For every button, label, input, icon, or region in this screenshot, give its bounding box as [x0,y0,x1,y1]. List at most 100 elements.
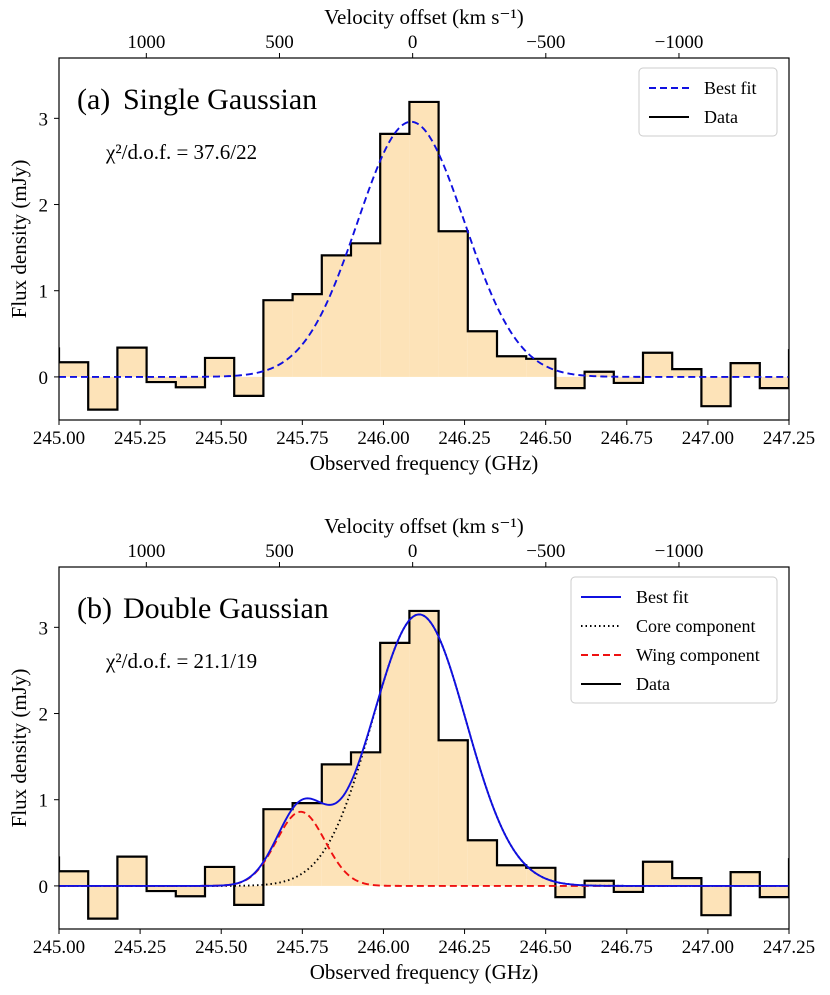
data-bar [205,357,235,377]
top-tick-label: 1000 [127,32,165,53]
x-tick-label: 247.25 [763,428,815,449]
data-bar [438,740,468,886]
x-tick-label: 246.75 [601,937,653,958]
data-bar [380,133,410,377]
x-tick-label: 245.25 [114,937,166,958]
data-bar [263,300,293,377]
legend-box [638,67,778,137]
data-bar [380,642,410,886]
top-tick-label: −1000 [655,541,704,562]
x-tick-label: 246.50 [520,428,572,449]
data-bar [292,294,322,377]
data-bar [497,865,527,886]
panel-b-double-gaussian: 245.00 245.25 245.50 245.75 246.00 246.25 246.… [7,514,818,984]
fit-curve-best-fit [59,613,789,887]
data-bar [672,369,702,377]
y-tick-label: 0 [39,877,49,898]
data-bar [117,856,147,886]
y-axis-label: Flux density (mJy) [7,669,31,828]
data-bar [526,358,556,377]
plot-area [59,100,789,411]
legend-label: Core component [636,616,755,636]
x-tick-label: 246.75 [601,428,653,449]
data-bar [175,376,205,388]
top-tick-label: 500 [265,32,294,53]
top-tick-label: 0 [408,32,418,53]
top-tick-label: 0 [408,541,418,562]
data-step-line [59,609,789,920]
data-bar [613,376,643,383]
data-bar [789,859,818,886]
y-tick-label: 3 [39,109,49,130]
data-bar [555,885,585,898]
top-tick-label: 500 [265,541,294,562]
data-bar [759,376,789,389]
panel-title: Double Gaussian [123,592,329,625]
data-bar [730,872,760,886]
y-tick-label: 1 [39,282,49,303]
data-step-line [59,100,789,411]
legend-label: Data [704,107,738,127]
x-tick-label: 245.50 [195,428,247,449]
data-fill-group [59,101,789,410]
fit-annotation: χ²/d.o.f. = 37.6/22 [105,140,257,164]
y-tick-label: 1 [39,791,49,812]
data-bar [234,376,264,396]
legend: Best fit Data [638,67,778,137]
data-bar [584,371,614,377]
panel-a-single-gaussian: 245.00 245.25 245.50 245.75 246.00 246.25 246.… [7,5,815,475]
x-tick-label: 245.50 [195,937,247,958]
x-tick-label: 245.00 [33,937,85,958]
legend: Best fit Core component Wing component Data [570,576,778,704]
data-bar [672,878,702,886]
data-bar [701,376,731,407]
top-tick-label: −500 [526,32,565,53]
x-tick-label: 245.75 [276,428,328,449]
data-bar [409,101,439,377]
data-bar [438,231,468,377]
data-bar [584,880,614,886]
legend-label: Data [636,674,670,694]
data-bar [351,243,381,377]
panel-title: Single Gaussian [123,83,317,116]
y-tick-label: 0 [39,368,49,389]
x-tick-label: 246.00 [357,428,409,449]
x-tick-label: 245.25 [114,428,166,449]
x-tick-label: 246.00 [357,937,409,958]
x-tick-label: 247.00 [682,428,734,449]
axes-frame [58,566,790,930]
x-tick-label: 246.25 [438,428,490,449]
data-bar [351,752,381,886]
data-bar [59,871,89,886]
top-axis-label: Velocity offset (km s⁻¹) [324,514,524,538]
data-bar [59,362,89,377]
data-bar [613,885,643,892]
top-tick-label: 1000 [127,541,165,562]
y-tick-label: 3 [39,618,49,639]
panel-label: (b) [77,592,112,625]
x-tick-label: 246.50 [520,937,572,958]
data-bar [117,347,147,377]
x-tick-label: 245.75 [276,937,328,958]
data-bar [321,255,351,377]
fit-curve-best-fit [59,120,789,378]
data-bar [175,885,205,897]
data-bar [730,363,760,377]
data-bar [88,376,118,410]
top-axis-label: Velocity offset (km s⁻¹) [324,5,524,29]
fit-annotation: χ²/d.o.f. = 21.1/19 [105,649,257,673]
top-tick-label: −500 [526,541,565,562]
legend-label: Wing component [636,645,760,665]
data-bar [701,885,731,916]
legend-label: Best fit [636,587,689,607]
data-fill-group [59,610,818,919]
axes-frame [58,57,790,421]
data-bar [497,356,527,377]
legend-box [570,576,778,704]
y-tick-label: 2 [39,196,49,217]
data-bar [292,803,322,886]
data-bar [234,885,264,905]
data-bar [555,376,585,389]
data-bar [263,809,293,886]
